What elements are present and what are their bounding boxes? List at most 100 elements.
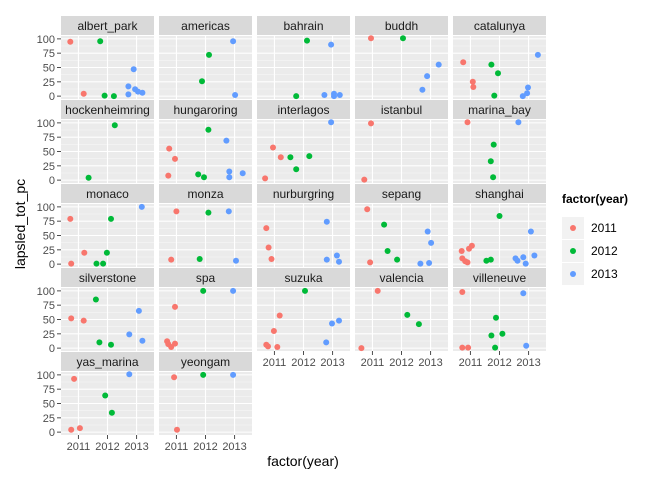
data-point <box>368 120 374 127</box>
facet-strip-label: yeongam <box>181 355 230 369</box>
y-tick-label: 0 <box>49 259 55 271</box>
data-point <box>492 344 499 351</box>
facet-strip <box>61 268 154 287</box>
data-point <box>361 176 368 183</box>
y-tick-label: 50 <box>43 231 55 243</box>
data-point <box>168 256 175 263</box>
x-tick-label: 2012 <box>193 441 217 453</box>
legend: factor(year) 2011 2012 2013 <box>562 192 628 285</box>
facet-strip <box>159 16 252 35</box>
facet-strip <box>355 100 448 119</box>
x-tick-label: 2012 <box>291 357 315 369</box>
data-point <box>172 340 178 347</box>
data-point <box>223 137 230 144</box>
facet-panel-catalunya: catalunya <box>453 16 546 100</box>
data-point <box>85 174 92 181</box>
facet-panel-monaco: monaco <box>61 184 154 267</box>
x-tick-label: 2011 <box>67 441 91 453</box>
facet-strip-label: buddh <box>385 19 418 33</box>
y-tick-label: 75 <box>43 132 55 144</box>
x-tick-label: 2013 <box>418 357 442 369</box>
data-point <box>263 225 270 232</box>
data-point <box>384 248 391 254</box>
data-point <box>336 317 342 324</box>
data-point <box>488 332 495 339</box>
facet-strip-label: istanbul <box>381 103 422 117</box>
data-point <box>68 426 75 433</box>
facet-strip <box>453 268 546 287</box>
data-point <box>464 259 471 266</box>
data-point <box>514 257 521 264</box>
facet-strip-label: silverstone <box>79 271 137 285</box>
x-tick-label: 2011 <box>361 357 385 369</box>
data-point <box>520 290 527 297</box>
data-point <box>81 249 88 256</box>
facet-strip <box>453 100 546 119</box>
data-point <box>523 342 530 349</box>
facet-panel-sepang: sepang <box>355 184 448 267</box>
data-point <box>230 38 237 45</box>
data-point <box>381 221 388 228</box>
facet-strip <box>257 184 350 203</box>
data-point <box>200 371 207 378</box>
facet-panel-monza: monza <box>159 184 252 267</box>
data-point <box>493 314 499 321</box>
y-tick-label: 100 <box>37 286 55 298</box>
data-point <box>108 341 114 348</box>
data-point <box>230 371 237 378</box>
y-tick-label: 100 <box>37 202 55 214</box>
data-point <box>110 93 117 100</box>
data-point <box>92 296 99 303</box>
facet-strip-label: hockenheimring <box>65 103 150 117</box>
data-point <box>524 90 531 97</box>
facet-panel-americas: americas <box>159 16 252 99</box>
facet-panel-shanghai: shanghai <box>453 184 546 267</box>
y-tick-label: 75 <box>43 216 55 228</box>
data-point <box>468 242 475 249</box>
y-axis-title: lapsled_tot_pc <box>12 179 28 269</box>
data-point <box>71 375 78 382</box>
data-point <box>68 260 75 267</box>
data-point <box>80 317 87 324</box>
data-point <box>103 249 110 256</box>
data-point <box>490 141 497 148</box>
data-point <box>364 206 371 213</box>
facet-strip <box>159 100 252 119</box>
y-tick-label: 100 <box>37 370 55 382</box>
data-point <box>67 38 74 45</box>
facet-panel-silverstone: silverstone <box>61 268 154 351</box>
facet-strip <box>61 352 154 371</box>
data-point <box>487 158 494 165</box>
y-tick-label: 100 <box>37 118 55 130</box>
facet-strip-label: americas <box>181 19 230 33</box>
data-point <box>174 426 180 433</box>
data-point <box>527 228 534 235</box>
facet-strip <box>61 184 154 203</box>
data-point <box>328 119 335 126</box>
facet-panel-albert_park: albert_park <box>61 16 154 100</box>
y-tick-label: 25 <box>43 161 55 173</box>
facet-strip <box>159 268 252 287</box>
data-point <box>205 209 212 216</box>
facet-strip-label: monaco <box>86 187 129 201</box>
facet-panel-spa: spa <box>159 268 252 351</box>
facet-panel-interlagos: interlagos <box>257 100 350 183</box>
x-tick-label: 2012 <box>487 357 511 369</box>
data-point <box>171 374 178 381</box>
data-point <box>459 344 466 351</box>
data-point <box>531 252 538 259</box>
facet-strip <box>159 352 252 371</box>
legend-label: 2011 <box>591 221 617 235</box>
facet-strip <box>355 16 448 35</box>
data-point <box>139 89 146 96</box>
data-point <box>491 92 498 99</box>
facet-strip <box>257 16 350 35</box>
y-tick-label: 0 <box>49 175 55 187</box>
data-point <box>226 168 233 175</box>
y-tick-label: 100 <box>37 34 55 46</box>
data-point <box>277 154 284 161</box>
data-point <box>126 331 133 338</box>
data-point <box>200 287 207 294</box>
data-point <box>323 256 330 263</box>
data-point <box>226 174 233 181</box>
